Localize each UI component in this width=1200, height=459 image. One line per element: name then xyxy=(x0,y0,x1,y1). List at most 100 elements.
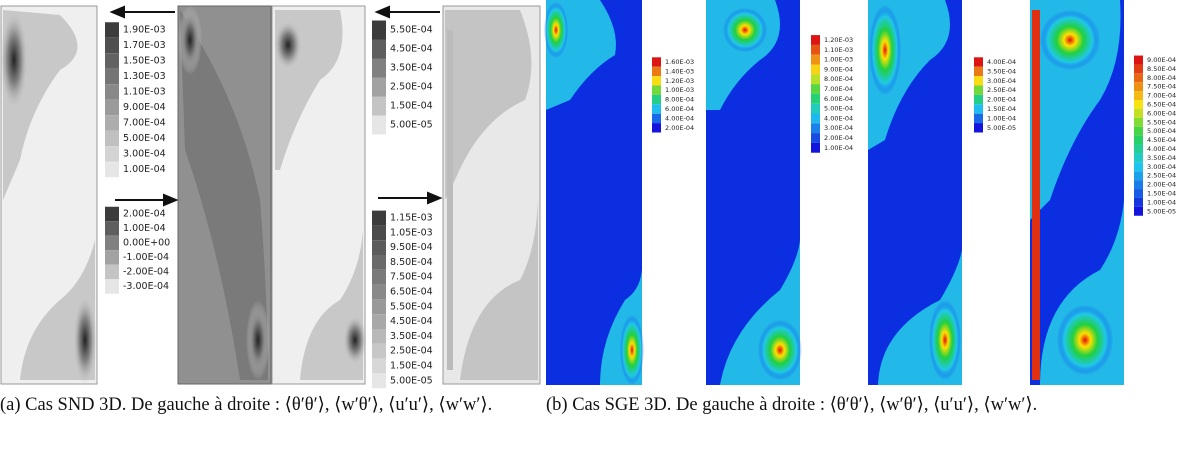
contour xyxy=(929,300,961,380)
colorbar-swatch xyxy=(105,22,119,38)
contour xyxy=(620,315,644,385)
colorbar-label: 1.00E-04 xyxy=(824,144,853,152)
colorbar-swatch xyxy=(105,221,119,236)
colorbar-label: 8.50E-04 xyxy=(390,257,433,268)
colorbar-swatch xyxy=(811,113,820,124)
colorbar-label: 6.00E-04 xyxy=(665,105,694,113)
colorbar-swatch xyxy=(811,103,820,114)
colorbar-swatch xyxy=(105,84,119,100)
colorbar-label: 1.00E-04 xyxy=(123,223,166,234)
colorbar-swatch xyxy=(105,235,119,251)
colorbar-label: 3.50E-04 xyxy=(987,67,1016,75)
colorbar-label: 7.50E-04 xyxy=(390,272,433,283)
contour xyxy=(246,300,270,380)
colorbar-label: 5.00E-05 xyxy=(987,124,1016,132)
colorbar-label: 6.50E-04 xyxy=(390,287,433,298)
colorbar-swatch xyxy=(1134,82,1143,92)
colorbar-swatch xyxy=(105,37,119,54)
contour xyxy=(0,10,28,110)
colorbar-swatch xyxy=(372,20,386,40)
colorbar-label: 1.10E-03 xyxy=(123,87,166,98)
colorbar-swatch xyxy=(105,53,119,69)
colorbar-swatch xyxy=(974,76,983,86)
colorbar-swatch xyxy=(652,85,661,95)
colorbar-label: 7.00E-04 xyxy=(1147,92,1176,100)
colorbar-label: 8.00E-04 xyxy=(824,75,853,83)
colorbar-swatch xyxy=(811,54,820,65)
colorbar-swatch xyxy=(1134,206,1143,216)
colorbar-label: 3.00E-04 xyxy=(123,149,166,160)
colorbar-swatch xyxy=(1134,64,1143,74)
colorbar-swatch xyxy=(1134,171,1143,181)
colorbar-label: 1.00E-03 xyxy=(665,86,694,94)
colorbar-swatch xyxy=(105,250,119,265)
colorbar-swatch xyxy=(105,264,119,280)
colorbar-label: 5.00E-04 xyxy=(824,105,853,113)
colorbar-swatch xyxy=(372,77,386,97)
colorbar-label: 1.50E-04 xyxy=(1147,190,1176,198)
colorbar-swatch xyxy=(372,39,386,59)
colorbar-swatch xyxy=(811,93,820,104)
arrows xyxy=(109,5,443,207)
colorbar-label: 1.70E-03 xyxy=(123,40,166,51)
colorbar-swatch xyxy=(372,284,386,300)
contour xyxy=(178,5,202,75)
colorbar-label: 1.30E-03 xyxy=(123,71,166,82)
colorbar-swatch xyxy=(105,68,119,85)
figure-panels: 1.90E-03 1.70E-03 1.50E-03 1.30E-03 1.10E-03… xyxy=(0,0,1176,389)
colorbar-label: 1.10E-03 xyxy=(824,46,853,54)
colorbar-label: 1.00E-04 xyxy=(1147,198,1176,206)
colorbar-label: 1.50E-04 xyxy=(987,105,1016,113)
colorbar-swatch xyxy=(1134,162,1143,172)
colorbar-label: 2.00E-04 xyxy=(665,124,694,132)
colorbar-label: 5.00E-04 xyxy=(123,133,166,144)
caption: (a) Cas SND 3D. De gauche à droite : ⟨θ′… xyxy=(0,395,493,415)
contour xyxy=(73,295,97,385)
colorbar-label: 3.00E-04 xyxy=(1147,163,1176,171)
colorbar-label: 8.00E-04 xyxy=(1147,74,1176,82)
colorbar-swatch xyxy=(1134,117,1143,127)
colorbar-label: 0.00E+00 xyxy=(123,238,170,249)
colorbar-swatch xyxy=(811,133,820,143)
colorbar-label: 1.50E-03 xyxy=(123,56,166,67)
colorbar-swatch xyxy=(372,210,386,226)
colorbar-label: 8.50E-04 xyxy=(1147,65,1176,73)
colorbar-label: 1.15E-03 xyxy=(390,213,433,224)
colorbar-label: 4.00E-04 xyxy=(665,114,694,122)
colorbar-label: 2.50E-04 xyxy=(390,346,433,357)
colorbar-swatch xyxy=(652,113,661,124)
contour xyxy=(180,10,268,380)
colorbar-swatch xyxy=(1134,73,1143,83)
colorbar-swatch xyxy=(974,57,983,67)
colorbar-label: 1.20E-03 xyxy=(665,77,694,85)
colorbar-swatch xyxy=(652,76,661,86)
colorbar-swatch xyxy=(1134,153,1143,163)
colorbar-swatch xyxy=(372,314,386,329)
colorbar-swatch xyxy=(1134,144,1143,154)
colorbar-swatch xyxy=(1134,55,1143,65)
contour xyxy=(1040,10,1100,70)
colorbar-swatch xyxy=(974,104,983,114)
colorbar-swatch xyxy=(372,225,386,241)
colorbar-label: 9.00E-04 xyxy=(824,65,853,73)
colorbar-swatch xyxy=(974,85,983,95)
colorbar-label: 1.40E-03 xyxy=(665,67,694,75)
colorbar-label: 3.00E-04 xyxy=(987,77,1016,85)
panels-a xyxy=(0,5,541,385)
colorbar-label: -2.00E-04 xyxy=(123,267,169,278)
colorbar-swatch xyxy=(974,113,983,124)
colorbar-swatch xyxy=(372,358,386,374)
colorbar-label: 2.50E-04 xyxy=(987,86,1016,94)
colorbar-swatch xyxy=(105,161,119,178)
colorbar-swatch xyxy=(652,57,661,67)
contour xyxy=(445,10,532,200)
colorbar-swatch xyxy=(372,343,386,359)
colorbar-label: 5.00E-05 xyxy=(1147,207,1176,215)
colorbar-label: 4.00E-04 xyxy=(1147,145,1176,153)
colorbar-label: 5.00E-05 xyxy=(390,120,433,131)
colorbar-label: 4.50E-04 xyxy=(390,316,433,327)
colorbar-swatch xyxy=(652,66,661,77)
arrow-head xyxy=(427,191,443,205)
colorbar-label: 1.50E-04 xyxy=(390,361,433,372)
